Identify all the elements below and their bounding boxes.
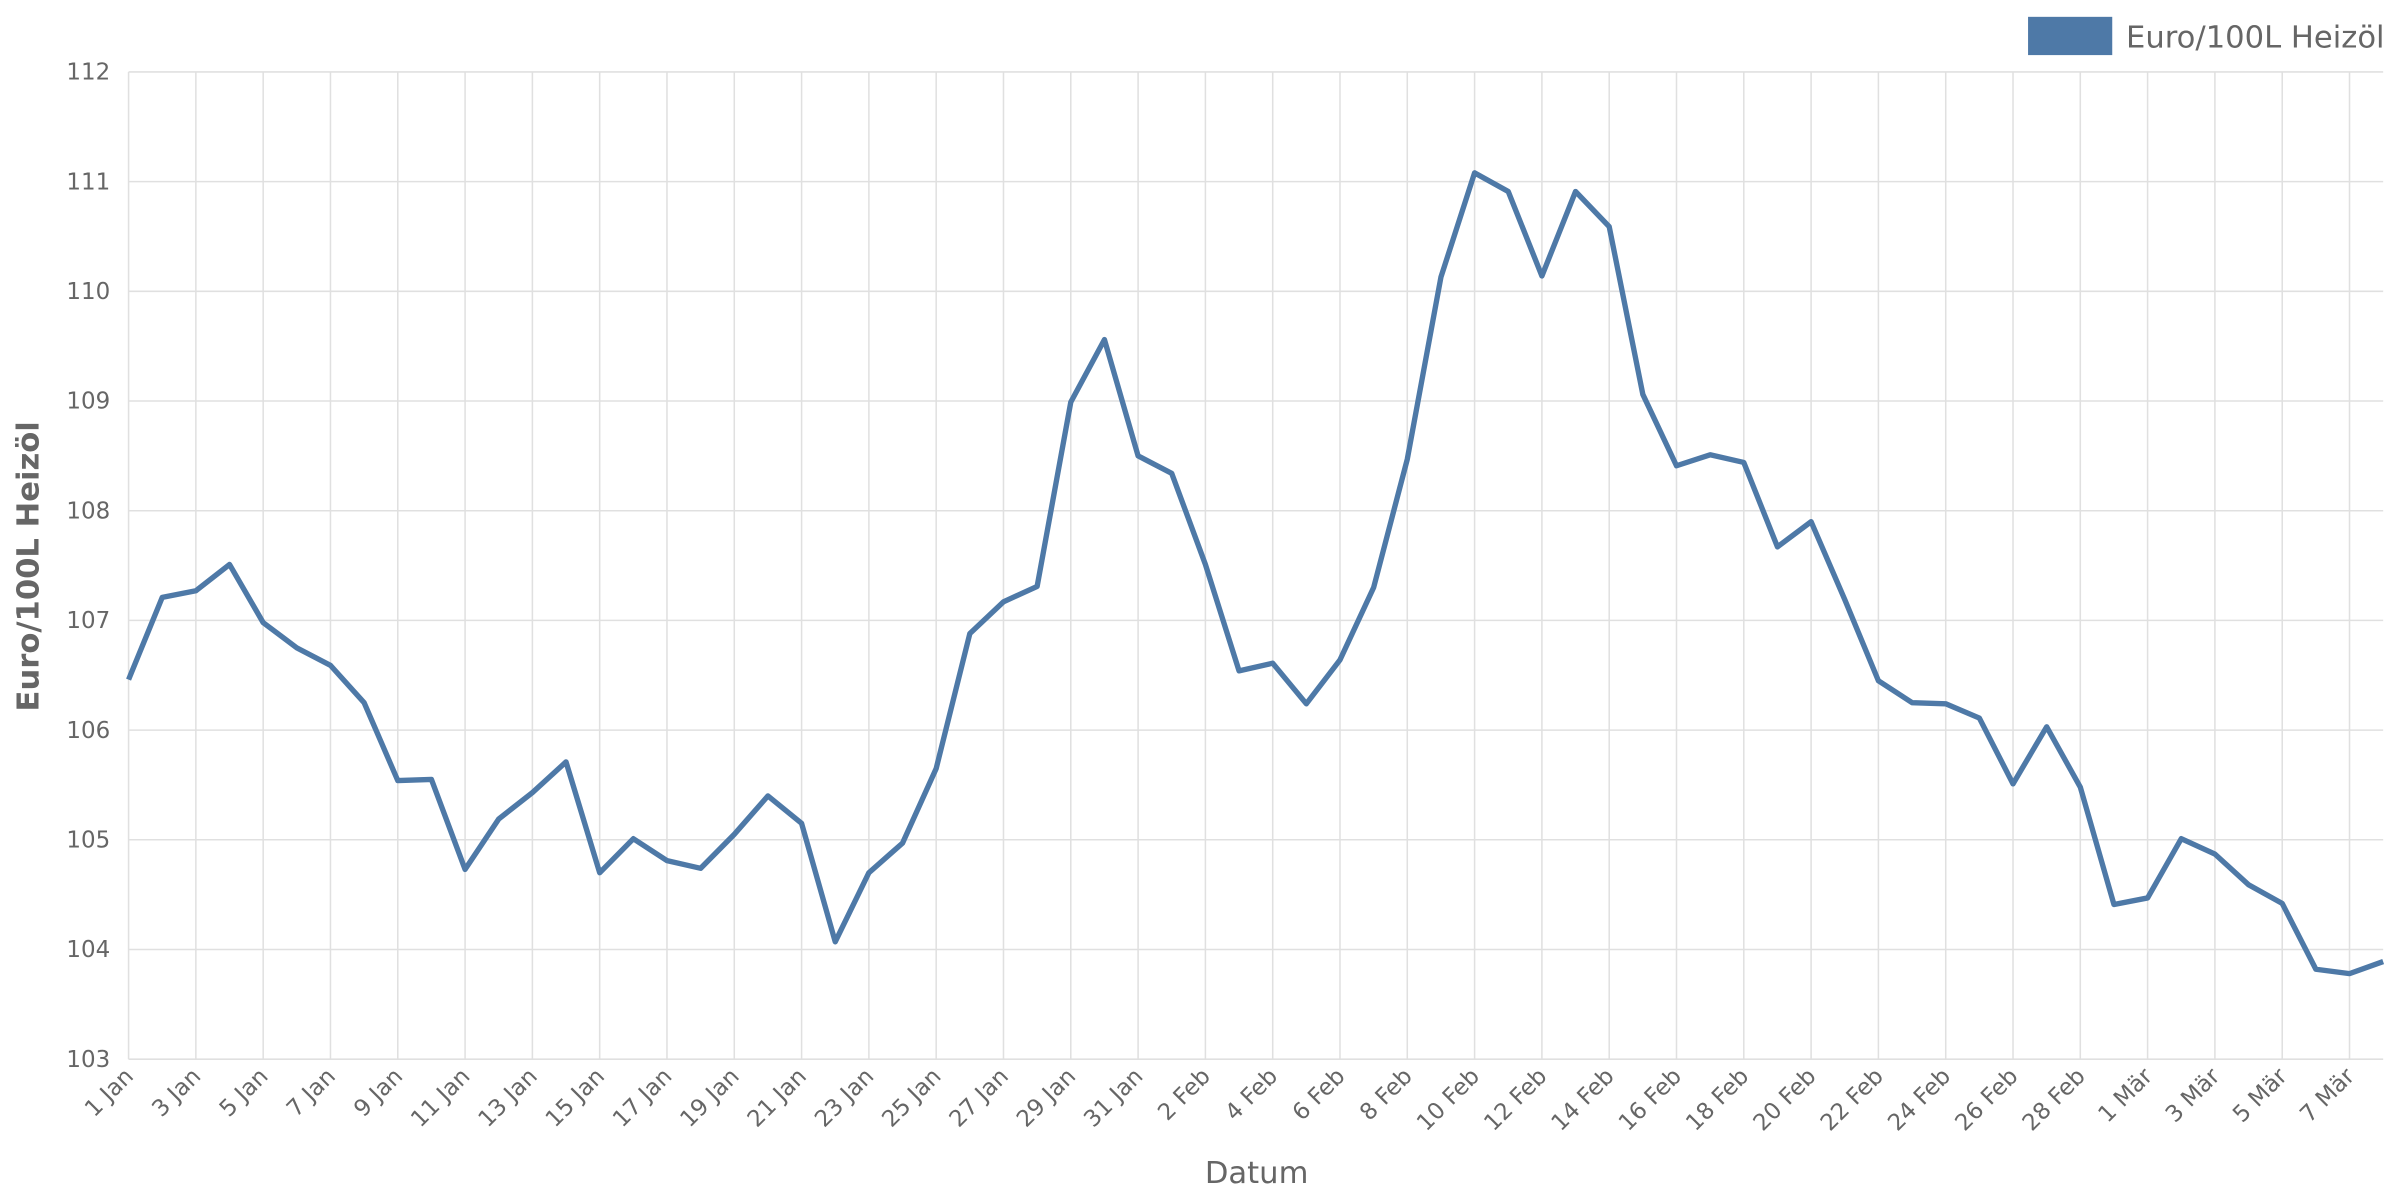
x-tick-label: 29 Jan xyxy=(1012,1063,1081,1132)
x-tick-label: 3 Jan xyxy=(147,1063,206,1122)
x-tick-label: 5 Mär xyxy=(2228,1063,2293,1128)
x-tick-label: 9 Jan xyxy=(349,1063,408,1122)
x-tick-label: 10 Feb xyxy=(1412,1063,1485,1136)
y-tick-label: 105 xyxy=(66,827,110,853)
x-tick-label: 1 Mär xyxy=(2094,1063,2159,1128)
x-tick-label: 21 Jan xyxy=(743,1063,812,1132)
x-tick-label: 6 Feb xyxy=(1288,1063,1351,1126)
y-tick-label: 106 xyxy=(66,718,110,744)
x-tick-label: 4 Feb xyxy=(1220,1063,1283,1126)
x-tick-label: 18 Feb xyxy=(1681,1063,1754,1136)
legend-label: Euro/100L Heizöl xyxy=(2126,20,2385,55)
y-tick-label: 109 xyxy=(66,389,110,415)
y-axis-title: Euro/100L Heizöl xyxy=(11,421,46,711)
x-tick-label: 16 Feb xyxy=(1614,1063,1687,1136)
x-tick-label: 5 Jan xyxy=(215,1063,274,1122)
y-tick-label: 108 xyxy=(66,498,110,524)
x-tick-label: 24 Feb xyxy=(1883,1063,1956,1136)
x-tick-label: 28 Feb xyxy=(2018,1063,2091,1136)
x-tick-label: 20 Feb xyxy=(1749,1063,1822,1136)
y-tick-label: 104 xyxy=(66,937,110,963)
x-tick-label: 8 Feb xyxy=(1355,1063,1418,1126)
x-tick-label: 26 Feb xyxy=(1950,1063,2023,1136)
x-tick-label: 3 Mär xyxy=(2161,1063,2226,1128)
legend-swatch xyxy=(2028,16,2113,56)
x-tick-label: 7 Mär xyxy=(2295,1063,2360,1128)
y-tick-label: 112 xyxy=(66,60,110,86)
x-tick-label: 19 Jan xyxy=(675,1063,744,1132)
x-tick-label: 25 Jan xyxy=(877,1063,946,1132)
x-tick-label: 22 Feb xyxy=(1816,1063,1889,1136)
y-tick-label: 111 xyxy=(66,169,110,195)
y-tick-label: 110 xyxy=(66,279,110,305)
x-tick-label: 27 Jan xyxy=(945,1063,1014,1132)
x-tick-label: 7 Jan xyxy=(282,1063,341,1122)
x-tick-label: 12 Feb xyxy=(1479,1063,1552,1136)
x-axis-title: Datum xyxy=(1205,1156,1309,1191)
x-tick-label: 23 Jan xyxy=(810,1063,879,1132)
x-tick-label: 13 Jan xyxy=(474,1063,543,1132)
data-line xyxy=(126,170,2385,977)
y-tick-label: 107 xyxy=(66,608,110,634)
x-tick-label: 31 Jan xyxy=(1079,1063,1148,1132)
x-tick-label: 2 Feb xyxy=(1153,1063,1216,1126)
x-tick-label: 11 Jan xyxy=(406,1063,475,1132)
y-tick-label: 103 xyxy=(66,1047,110,1073)
x-tick-label: 15 Jan xyxy=(541,1063,610,1132)
x-tick-label: 14 Feb xyxy=(1547,1063,1620,1136)
x-tick-label: 17 Jan xyxy=(608,1063,677,1132)
